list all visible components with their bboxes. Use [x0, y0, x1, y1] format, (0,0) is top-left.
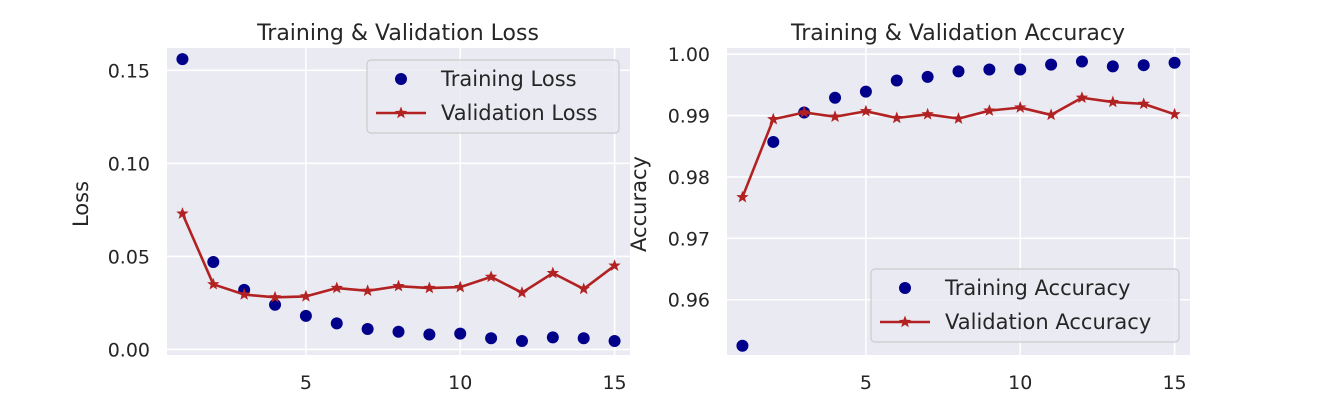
y-tick-label: 1.00: [668, 44, 710, 66]
data-point-circle: [330, 317, 343, 330]
data-point-star: [423, 281, 436, 294]
accuracy-chart: 5 10 15 0.96 0.97 0.98 0.99 1.00 Training & Vali…: [627, 21, 1190, 394]
legend-label: Training Loss: [440, 67, 577, 91]
y-tick-label: 0.00: [108, 339, 150, 361]
data-point-circle: [361, 322, 374, 335]
y-tick-label: 0.05: [108, 246, 150, 268]
data-point-star: [828, 110, 842, 123]
legend-marker-star: [898, 315, 912, 328]
legend-box: [366, 59, 620, 134]
data-point-circle: [423, 328, 436, 341]
data-point-star: [268, 290, 282, 303]
data-point-star: [176, 207, 189, 219]
data-point-star: [736, 190, 749, 203]
x-tick-label: 15: [1162, 372, 1186, 394]
data-point-star: [392, 279, 405, 292]
x-tick-label: 5: [300, 372, 312, 394]
legend-label: Training Accuracy: [944, 276, 1130, 300]
data-point-circle: [577, 332, 590, 345]
y-tick-label: 0.10: [108, 153, 150, 175]
chart-title: Training & Validation Loss: [256, 21, 539, 46]
data-point-circle: [269, 298, 282, 311]
data-point-star: [1137, 97, 1150, 110]
x-tick-label: 10: [1008, 372, 1032, 394]
data-point-circle: [207, 255, 220, 268]
data-point-circle: [176, 53, 189, 66]
data-point-star: [577, 282, 590, 295]
data-point-circle: [1168, 56, 1181, 69]
x-tick-label: 5: [860, 372, 872, 394]
data-point-star: [797, 105, 811, 118]
legend-marker-star: [394, 106, 408, 119]
data-point-star: [330, 281, 343, 294]
data-point-star: [361, 284, 374, 297]
data-point-circle: [983, 63, 996, 76]
data-point-circle: [921, 70, 934, 83]
y-tick-label: 0.99: [668, 106, 710, 128]
data-point-star: [237, 288, 251, 300]
data-point-circle: [1106, 60, 1119, 73]
data-point-star: [546, 266, 560, 279]
data-point-star: [1168, 107, 1181, 120]
data-point-star: [767, 112, 780, 125]
legend-box: [870, 268, 1180, 343]
y-axis-label: Accuracy: [627, 156, 651, 252]
data-point-circle: [890, 74, 903, 87]
data-point-circle: [546, 331, 559, 344]
data-point-star: [983, 104, 996, 116]
loss-chart: 5 10 15 0.00 0.05 0.10 0.15 Training & Validati…: [69, 21, 630, 394]
y-tick-label: 0.15: [108, 60, 150, 82]
data-point-circle: [1137, 59, 1150, 72]
legend-label: Validation Loss: [441, 101, 597, 125]
data-point-circle: [952, 65, 965, 78]
data-point-star: [207, 277, 220, 290]
data-point-star: [859, 104, 873, 117]
data-point-circle: [829, 91, 842, 104]
data-point-star: [484, 270, 498, 283]
data-point-star: [454, 280, 467, 293]
x-tick-label: 15: [602, 372, 626, 394]
data-point-circle: [454, 327, 467, 340]
y-tick-label: 0.97: [668, 228, 710, 250]
legend-marker-circle: [395, 73, 407, 85]
data-point-star: [921, 107, 934, 120]
y-tick-label: 0.98: [668, 167, 710, 189]
data-point-circle: [767, 135, 780, 148]
data-point-circle: [299, 309, 312, 322]
data-point-circle: [859, 85, 872, 98]
data-point-circle: [1014, 63, 1027, 76]
legend-label: Validation Accuracy: [945, 310, 1151, 334]
data-point-circle: [515, 335, 528, 348]
data-point-star: [608, 259, 621, 271]
chart-title: Training & Validation Accuracy: [790, 21, 1125, 46]
data-point-circle: [1075, 55, 1088, 68]
data-point-star: [1075, 91, 1089, 103]
data-point-star: [1014, 101, 1027, 113]
data-point-circle: [736, 339, 749, 352]
data-point-circle: [1045, 58, 1058, 71]
y-tick-label: 0.96: [668, 290, 710, 312]
data-point-star: [515, 286, 529, 298]
legend-marker-circle: [899, 282, 911, 294]
data-point-circle: [608, 335, 621, 348]
data-point-star: [1106, 95, 1120, 108]
y-axis-label: Loss: [69, 181, 93, 227]
data-point-star: [952, 112, 965, 124]
data-point-star: [1044, 108, 1058, 121]
data-point-circle: [392, 325, 405, 338]
data-point-star: [890, 111, 903, 124]
data-point-star: [299, 289, 313, 302]
data-point-circle: [485, 332, 498, 345]
x-tick-label: 10: [448, 372, 472, 394]
